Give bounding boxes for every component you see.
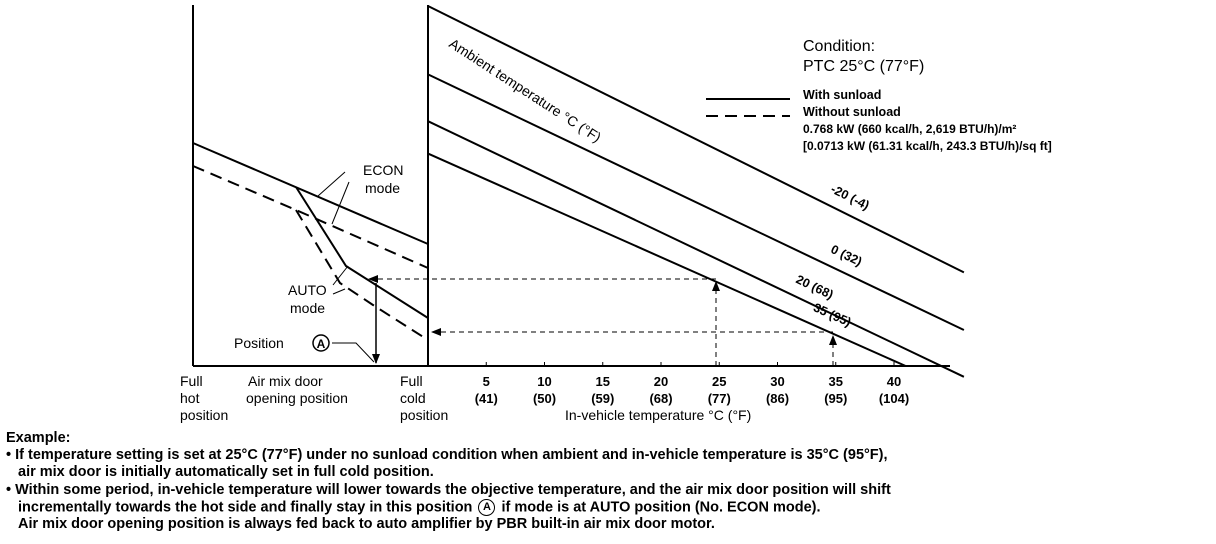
left-axis-labels: Full hot position Air mix door opening p… — [180, 373, 448, 423]
line-3: Air mix door opening position is always … — [18, 516, 715, 533]
x-axis-label: In-vehicle temperature °C (°F) — [565, 407, 751, 423]
position-label: Position — [234, 335, 284, 351]
bullet-2-position-marker: A — [478, 498, 496, 516]
x-tick-label-c: 25 — [712, 374, 726, 389]
x-tick-label-c: 10 — [537, 374, 551, 389]
x-tick-label-f: (59) — [591, 391, 614, 406]
econ-sunload-line — [192, 142, 429, 245]
mode-pointers — [317, 171, 375, 363]
auto-label: AUTO — [288, 282, 327, 298]
door-position-lines — [192, 142, 429, 341]
series-label: 35 (95) — [811, 301, 853, 330]
series-line — [427, 152, 907, 367]
position-pointer — [332, 342, 375, 363]
bullet-1-line-2: air mix door is initially automatically … — [18, 464, 434, 481]
x-tick-label-f: (77) — [708, 391, 731, 406]
full-hot-label: Full — [180, 373, 203, 389]
auto-nosunload-line — [295, 209, 429, 341]
x-tick-label-c: 15 — [596, 374, 610, 389]
series-label: 0 (32) — [829, 242, 865, 269]
x-tick-label-f: (86) — [766, 391, 789, 406]
position-marker-letter: A — [317, 337, 326, 351]
x-tick-label-c: 35 — [829, 374, 843, 389]
door-position-label: Air mix door — [248, 373, 323, 389]
x-tick-label-f: (104) — [879, 391, 909, 406]
x-tick-label-c: 5 — [483, 374, 490, 389]
full-cold-label-2: cold — [400, 390, 426, 406]
bullet-2-line-1: • Within some period, in-vehicle tempera… — [6, 481, 891, 498]
ambient-temperature-label: Ambient temperature °C (°F) — [446, 35, 604, 145]
econ-pointer-1 — [317, 171, 346, 197]
full-hot-label-2: hot — [180, 390, 200, 406]
x-tick-label-f: (50) — [533, 391, 556, 406]
x-tick-label-f: (95) — [824, 391, 847, 406]
econ-label: ECON — [363, 162, 403, 178]
full-cold-label: Full — [400, 373, 423, 389]
bullet-2-text-a: incrementally towards the hot side and f… — [18, 499, 473, 516]
x-ticks — [485, 362, 895, 367]
bullet-2-text-b: if mode is at AUTO position (No. ECON mo… — [501, 499, 821, 516]
condition-title: Condition: — [803, 38, 875, 55]
position-marker-circle — [312, 334, 330, 352]
full-cold-label-3: position — [400, 407, 448, 423]
bullet-1-line-1: • If temperature setting is set at 25°C … — [6, 447, 888, 464]
auto-pointer-2 — [332, 288, 346, 295]
example-guides — [368, 275, 837, 366]
auto-sunload-line — [295, 186, 429, 319]
legend-with-sunload: With sunload — [803, 88, 881, 102]
econ-pointer-2 — [331, 181, 350, 225]
x-tick-label-c: 30 — [770, 374, 784, 389]
door-position-label-2: opening position — [246, 390, 348, 406]
full-hot-label-3: position — [180, 407, 228, 423]
legend-without-sunload: Without sunload — [803, 105, 901, 119]
auto-label-2: mode — [290, 300, 325, 316]
sunload-imperial: [0.0713 kW (61.31 kcal/h, 243.3 BTU/h)/s… — [803, 139, 1052, 153]
auto-pointer-1 — [332, 265, 349, 286]
series-line — [427, 73, 965, 331]
sunload-metric: 0.768 kW (660 kcal/h, 2,619 BTU/h)/m² — [803, 122, 1016, 136]
econ-label-2: mode — [365, 180, 400, 196]
bullet-2-line-2: incrementally towards the hot side and f… — [6, 498, 1211, 517]
condition-ptc: PTC 25°C (77°F) — [803, 58, 924, 75]
x-tick-label-f: (68) — [649, 391, 672, 406]
series-line — [427, 5, 965, 274]
x-tick-label-c: 40 — [887, 374, 901, 389]
example-title: Example: — [6, 430, 71, 446]
x-tick-label-f: (41) — [475, 391, 498, 406]
x-tick-labels: 5 (41) 10 (50) 15 (59) 20 (68) 25 (77) 30 (86) 35 (95… — [475, 374, 909, 406]
example-notes: Example: • If temperature setting is set… — [6, 430, 1211, 534]
chart: -20 (-4)0 (32)20 (68)35 (95) ECON mode A… — [180, 5, 1052, 423]
x-tick-label-c: 20 — [654, 374, 668, 389]
series-line — [427, 120, 965, 378]
